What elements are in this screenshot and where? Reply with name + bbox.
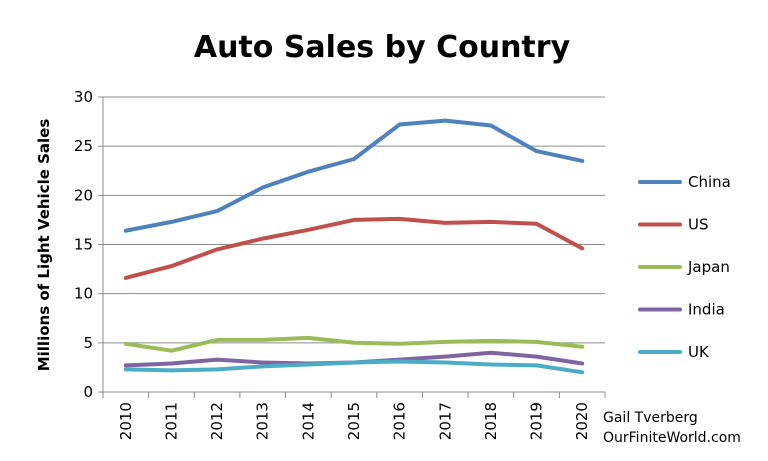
axes	[102, 97, 605, 393]
y-tick-label: 15	[74, 236, 93, 254]
y-tick-label: 25	[74, 137, 93, 155]
legend-label-china: China	[688, 173, 731, 191]
legend-label-uk: UK	[688, 343, 710, 361]
y-tick-label: 10	[74, 285, 93, 303]
y-axis-label: Millions of Light Vehicle Sales	[35, 119, 53, 372]
x-tick-label: 2010	[117, 402, 135, 440]
credit-website: OurFiniteWorld.com	[603, 430, 741, 446]
x-tick-label: 2013	[254, 402, 272, 440]
legend-label-india: India	[688, 301, 725, 319]
series-line-us	[123, 216, 585, 280]
x-tick-label: 2019	[528, 402, 546, 440]
y-tick-label: 5	[83, 334, 93, 352]
legend-label-japan: Japan	[687, 258, 730, 276]
series-line-china	[123, 118, 585, 233]
y-tick-label: 30	[74, 88, 93, 106]
credit-author: Gail Tverberg	[603, 410, 698, 426]
x-tick-label: 2018	[482, 402, 500, 440]
x-tick-label: 2015	[345, 402, 363, 440]
y-tick-label: 20	[74, 186, 93, 204]
y-tick-label: 0	[83, 383, 93, 401]
chart-title: Auto Sales by Country	[194, 30, 571, 65]
series-lines	[123, 118, 585, 375]
legend: China US Japan India UK	[638, 173, 731, 361]
series-line-uk	[123, 359, 585, 375]
series-line-japan	[123, 335, 585, 353]
x-axis-ticks: 2010 2011 2012 2013 2014 2015 2016 2017 2018 2019…	[102, 392, 606, 440]
x-tick-label: 2020	[573, 402, 591, 440]
x-tick-label: 2014	[299, 402, 317, 440]
x-tick-label: 2011	[162, 402, 180, 440]
legend-label-us: US	[688, 216, 709, 234]
x-tick-label: 2016	[391, 402, 409, 440]
x-tick-label: 2012	[208, 402, 226, 440]
y-axis-ticks: 0 5 10 15 20 25 30	[74, 88, 103, 401]
x-tick-label: 2017	[436, 402, 454, 440]
